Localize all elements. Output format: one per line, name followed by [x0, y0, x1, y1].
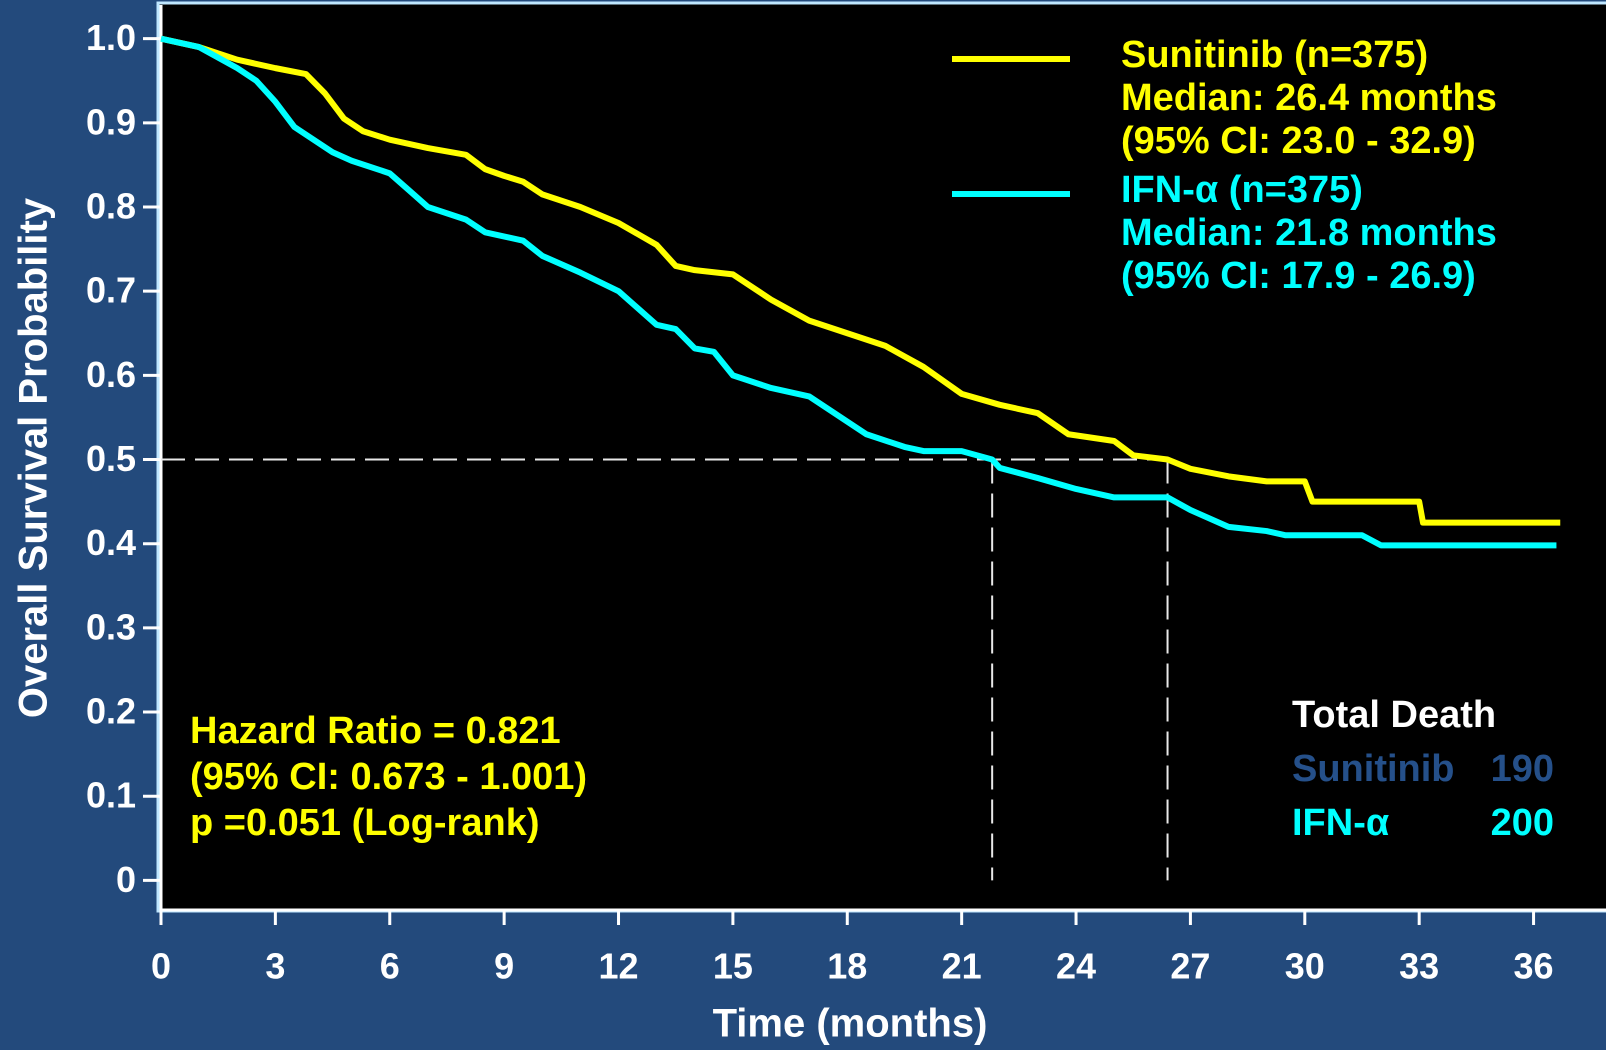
deaths-name: Sunitinib — [1292, 748, 1455, 790]
x-axis-title: Time (months) — [713, 1002, 988, 1046]
legend-label: IFN-α (n=375) — [1121, 169, 1363, 211]
y-tick-label: 0.3 — [86, 606, 136, 647]
y-tick-label: 0.5 — [86, 438, 136, 479]
legend-ci: (95% CI: 23.0 - 32.9) — [1121, 120, 1476, 162]
x-tick-label: 3 — [265, 946, 285, 987]
x-tick-label: 6 — [380, 946, 400, 987]
legend-label: Sunitinib (n=375) — [1121, 34, 1428, 76]
deaths-value: 200 — [1491, 802, 1554, 844]
y-tick-label: 1.0 — [86, 17, 136, 58]
deaths-title: Total Death — [1292, 694, 1496, 736]
stats-annotation: p =0.051 (Log-rank) — [190, 802, 539, 844]
x-tick-label: 36 — [1514, 946, 1554, 987]
y-tick-label: 0.4 — [86, 522, 136, 563]
survival-curve — [160, 35, 1561, 526]
deaths-value: 190 — [1491, 748, 1554, 790]
y-tick-label: 0 — [116, 859, 136, 900]
x-tick-label: 33 — [1399, 946, 1439, 987]
survival-curve — [160, 35, 1557, 549]
x-tick-label: 24 — [1056, 946, 1096, 987]
x-tick-label: 9 — [494, 946, 514, 987]
x-tick-label: 18 — [827, 946, 867, 987]
plot-area — [156, 1, 1606, 913]
y-tick-label: 0.8 — [86, 186, 136, 227]
stats-annotation: (95% CI: 0.673 - 1.001) — [190, 756, 587, 798]
deaths-name: IFN-α — [1292, 802, 1389, 844]
x-tick-label: 30 — [1285, 946, 1325, 987]
x-tick-label: 0 — [151, 946, 171, 987]
y-tick-label: 0.9 — [86, 101, 136, 142]
legend-median: Median: 26.4 months — [1121, 77, 1497, 119]
x-tick-label: 12 — [598, 946, 638, 987]
stats-annotation: Hazard Ratio = 0.821 — [190, 710, 561, 752]
y-tick-label: 0.1 — [86, 775, 136, 816]
y-tick-label: 0.6 — [86, 354, 136, 395]
legend-median: Median: 21.8 months — [1121, 212, 1497, 254]
y-tick-label: 0.7 — [86, 270, 136, 311]
x-tick-label: 21 — [942, 946, 982, 987]
y-axis-title: Overall Survival Probability — [12, 197, 56, 718]
legend-ci: (95% CI: 17.9 - 26.9) — [1121, 255, 1476, 297]
x-tick-label: 15 — [713, 946, 753, 987]
y-tick-label: 0.2 — [86, 691, 136, 732]
x-tick-label: 27 — [1170, 946, 1210, 987]
